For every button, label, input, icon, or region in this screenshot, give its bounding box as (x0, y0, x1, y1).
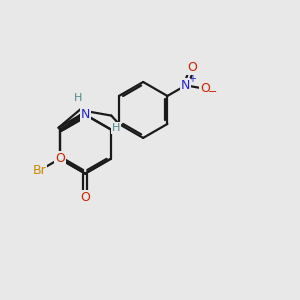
Text: +: + (188, 74, 196, 84)
Text: −: − (207, 87, 217, 97)
Text: O: O (200, 82, 210, 95)
Text: H: H (74, 93, 82, 103)
Text: O: O (55, 152, 65, 165)
Text: O: O (188, 61, 197, 74)
Text: Br: Br (32, 164, 46, 177)
Text: N: N (80, 108, 90, 121)
Text: N: N (181, 79, 190, 92)
Text: O: O (80, 190, 90, 204)
Text: H: H (112, 123, 120, 133)
